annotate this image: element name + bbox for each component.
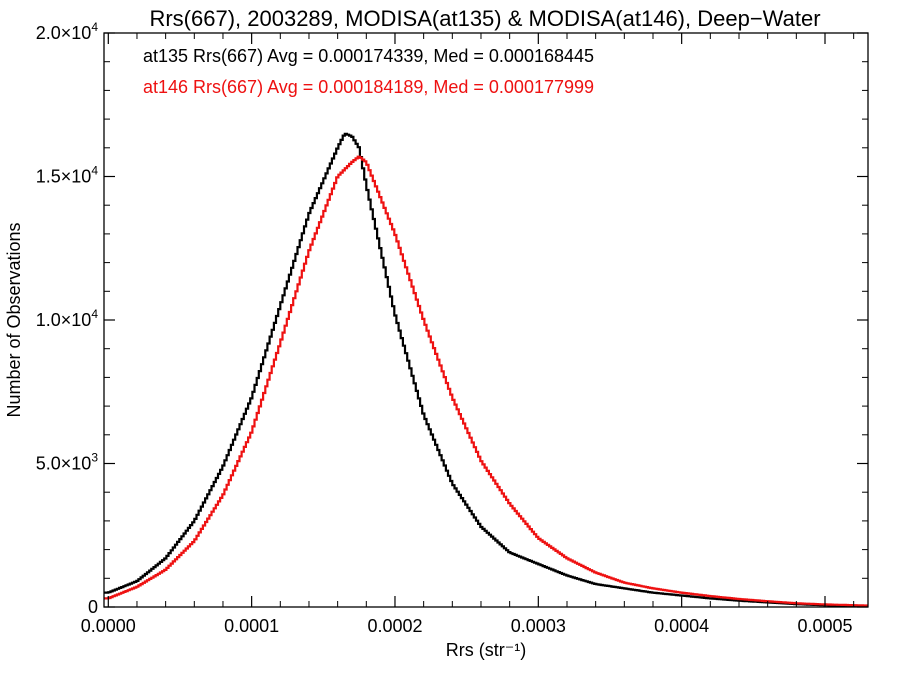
y-tick-label: 1.0×104 [36,307,99,330]
legend-entry-at146: at146 Rrs(667) Avg = 0.000184189, Med = … [143,77,594,97]
y-tick-label: 5.0×103 [36,451,99,474]
y-tick-label: 2.0×104 [36,20,99,43]
x-tick-label: 0.0000 [81,616,136,636]
y-tick-label: 1.5×104 [36,164,99,187]
plot-axes [103,32,869,608]
y-tick-label: 0 [88,597,98,617]
y-tick-labels: 0 5.0×103 1.0×104 1.5×104 2.0×104 [36,20,99,617]
x-tick-labels: 0.0000 0.0001 0.0002 0.0003 0.0004 0.0005 [81,616,853,636]
series-line-at135 [104,132,868,607]
legend-entry-at135: at135 Rrs(667) Avg = 0.000174339, Med = … [143,46,594,66]
x-tick-label: 0.0005 [797,616,852,636]
legend: at135 Rrs(667) Avg = 0.000174339, Med = … [143,46,594,97]
x-tick-label: 0.0003 [511,616,566,636]
x-tick-label: 0.0004 [654,616,709,636]
plot-series [104,132,868,607]
y-axis-label: Number of Observations [4,222,24,417]
x-tick-label: 0.0002 [367,616,422,636]
chart-title: Rrs(667), 2003289, MODISA(at135) & MODIS… [149,6,820,31]
x-tick-label: 0.0001 [224,616,279,636]
series-line-at146 [104,155,868,607]
plot-frame [103,32,869,608]
x-axis-label: Rrs (str⁻¹) [446,640,526,660]
